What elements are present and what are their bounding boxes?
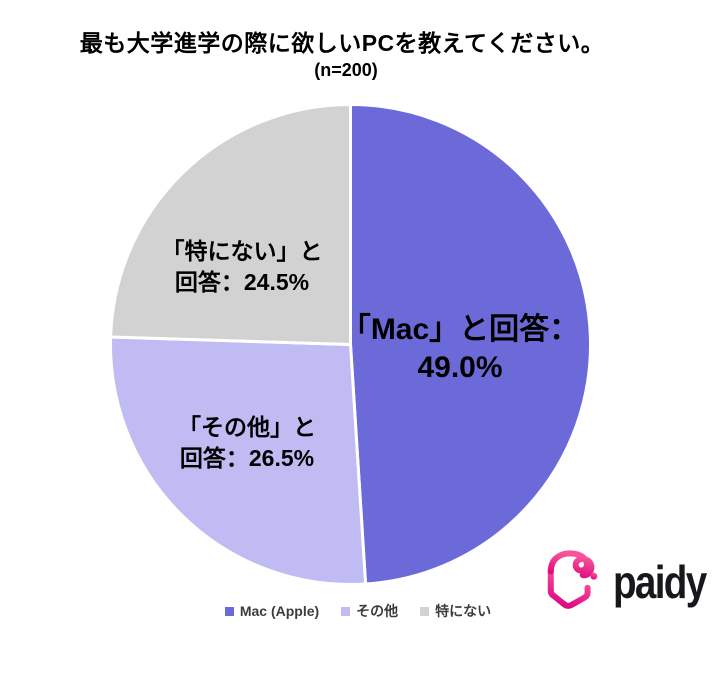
pie-slice-tokuninai [109, 103, 352, 346]
legend-item-tokuninai: 特にない [420, 601, 491, 621]
legend-swatch-tokuninai [420, 606, 430, 616]
legend-item-mac-apple: Mac (Apple) [224, 603, 320, 619]
slice-label-mac-line2: 49.0% [417, 351, 503, 384]
pie-chart [108, 102, 593, 587]
paidy-heart-icon [547, 550, 598, 609]
paidy-logo: paidy [544, 550, 723, 612]
paidy-mark-shield [547, 567, 591, 609]
legend-swatch-mac-apple [224, 606, 234, 616]
chart-legend: Mac (Apple) その他 特にない [0, 601, 716, 621]
legend-swatch-sonota [341, 606, 351, 616]
slice-label-sonota-line1: 「その他」と [178, 414, 316, 440]
pie-slice-sonota [109, 335, 368, 586]
legend-label-mac-apple: Mac (Apple) [239, 603, 320, 619]
slice-label-sonota-line2: 回答：26.5% [179, 445, 315, 471]
pie-chart-svg [109, 103, 592, 586]
pie-slice-mac-apple [349, 103, 592, 586]
paidy-mark-loop [547, 550, 595, 579]
paidy-logo-text: paidy [613, 556, 707, 608]
sample-size-label: (n=200) [314, 60, 378, 80]
slice-label-tokuninai-line2: 回答：24.5% [174, 269, 310, 295]
slice-label-mac: 「Mac」と回答： 49.0% [341, 311, 579, 387]
legend-label-sonota: その他 [356, 603, 399, 619]
legend-label-tokuninai: 特にない [435, 603, 492, 619]
slice-label-sonota: 「その他」と 回答：26.5% [178, 412, 316, 474]
chart-title: 最も大学進学の際に欲しいPCを教えてください。 [79, 30, 605, 56]
slice-label-mac-line1: 「Mac」と回答： [340, 313, 580, 346]
legend-item-sonota: その他 [341, 601, 398, 621]
slice-label-tokuninai-line1: 「特にない」と [161, 238, 323, 264]
slice-label-tokuninai: 「特にない」と 回答：24.5% [162, 236, 323, 298]
paidy-mark-dot [590, 572, 598, 580]
